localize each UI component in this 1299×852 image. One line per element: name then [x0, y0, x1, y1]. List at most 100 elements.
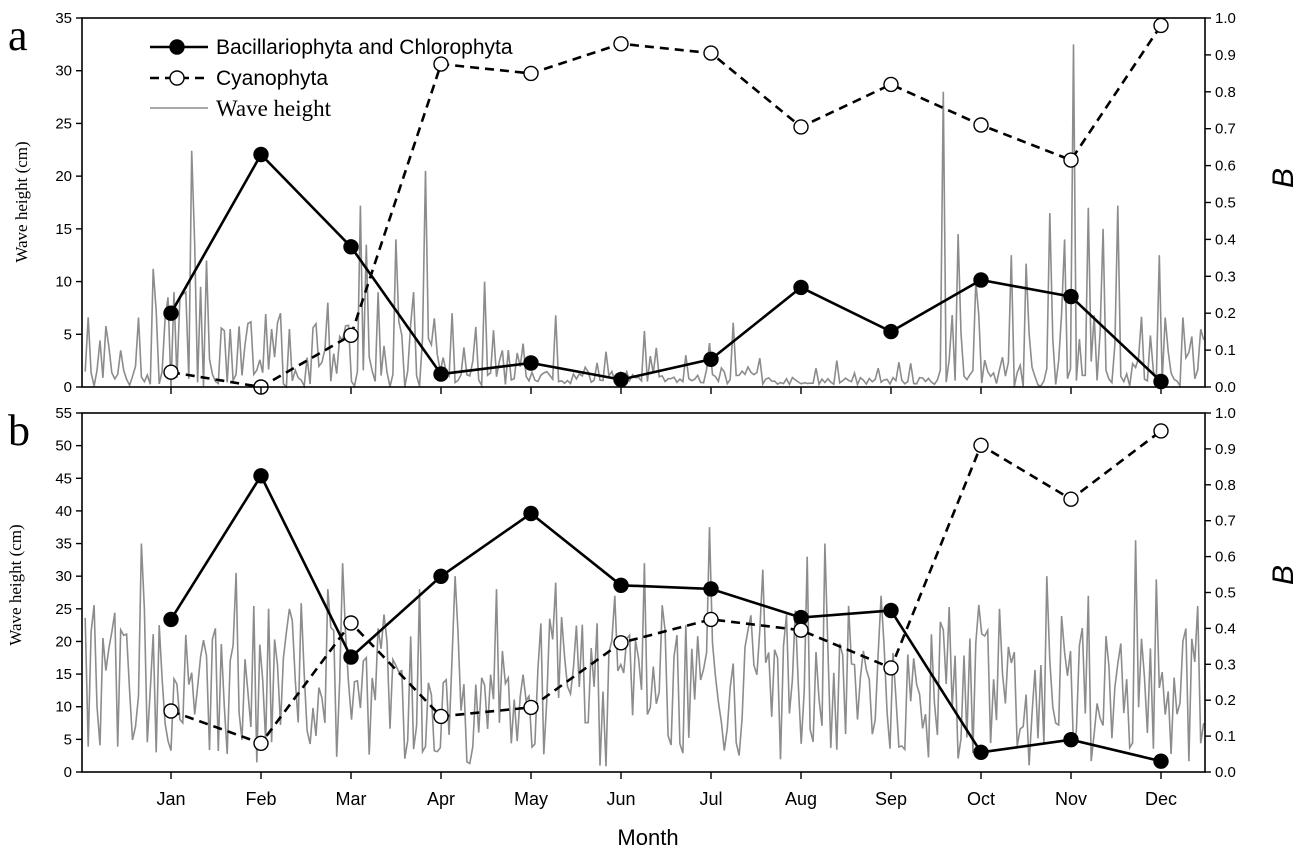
panel-b-cyanophyta-point-jul: [703, 611, 719, 628]
panel-b-bacillariophyta-point-nov: [1063, 732, 1079, 748]
panel-b-b-series: [163, 423, 1169, 769]
panel-b-letter: b: [8, 406, 30, 455]
panel-b-bacillariophyta-point-apr: [433, 568, 449, 584]
panel-b-y-right-tick-label: 0.8: [1215, 477, 1236, 494]
panel-b-y-left-tick-label: 15: [55, 666, 72, 683]
panel-a-y-left-tick-label: 35: [55, 10, 72, 27]
panel-a-y-right-tick-label: 0.7: [1215, 121, 1236, 138]
panel-b-cyanophyta-point-sep: [883, 660, 899, 676]
panel-a-y-axis-label-right: B: [1267, 168, 1299, 188]
panel-b-y-right-tick-label: 0.6: [1215, 549, 1236, 566]
panel-a-cyanophyta-line: [170, 24, 1163, 389]
x-tick-label-may: May: [514, 789, 548, 809]
panel-b-bacillariophyta-point-jul: [703, 581, 719, 597]
panel-a-y-left-tick-label: 10: [55, 274, 72, 291]
panel-a-bacillariophyta-point-oct: [973, 272, 989, 288]
panel-b-axes: 0 5 10 15 20 25 30 35 40 45 50 55 0.0 0.1 0.2 0.3 0.4 0.5…: [55, 405, 1236, 809]
panel-a-bacillariophyta-point-may: [523, 355, 539, 371]
panel-a-y-right-tick-label: 0.2: [1215, 305, 1236, 322]
panel-b-cyanophyta-point-mar: [343, 615, 359, 631]
panel-a-b-series: [163, 17, 1169, 395]
panel-b-cyanophyta-point-oct: [973, 437, 989, 453]
panel-b-bacillariophyta-point-mar: [343, 649, 359, 665]
panel-b-y-right-tick-label: 0.7: [1215, 513, 1236, 530]
panel-b-bacillariophyta-point-aug: [793, 609, 809, 626]
panel-b-y-left-tick-label: 45: [55, 470, 72, 487]
panel-b-y-left-tick-label: 35: [55, 536, 72, 553]
legend-bacillariophyta-marker: [169, 39, 185, 55]
panel-b-y-right-tick-label: 0.3: [1215, 656, 1236, 673]
legend-bacillariophyta-label: Bacillariophyta and Chlorophyta: [216, 36, 513, 59]
panel-b-y-right-tick-label: 0.0: [1215, 764, 1236, 781]
panel-b-y-right-tick-label: 1.0: [1215, 405, 1236, 422]
panel-a-cyanophyta-point-aug: [793, 119, 809, 135]
panel-b-cyanophyta-point-jun: [613, 635, 629, 651]
panel-b-y-left-tick-label: 5: [64, 731, 72, 748]
panel-b-cyanophyta-point-dec: [1153, 423, 1169, 439]
x-tick-label-jun: Jun: [606, 789, 635, 809]
legend-cyanophyta-label: Cyanophyta: [216, 67, 328, 90]
panel-a-y-right-tick-label: 0.0: [1215, 379, 1236, 396]
panel-a-y-right-tick-label: 0.5: [1215, 195, 1236, 212]
x-tick-label-aug: Aug: [785, 789, 817, 809]
panel-b-y-right-tick-label: 0.9: [1215, 441, 1236, 458]
panel-b-bacillariophyta-point-oct: [973, 744, 989, 760]
x-tick-label-nov: Nov: [1055, 789, 1087, 809]
legend: Bacillariophyta and Chlorophyta Cyanophyt…: [150, 36, 513, 121]
panel-a-y-right-tick-label: 0.8: [1215, 84, 1236, 101]
panel-a-cyanophyta-point-nov: [1063, 152, 1079, 168]
panel-b-y-left-tick-label: 10: [55, 699, 72, 716]
panel-b-y-left-tick-label: 0: [64, 764, 72, 781]
panel-b-y-left-tick-label: 50: [55, 438, 72, 455]
panel-b-y-left-tick-label: 40: [55, 503, 72, 520]
panel-b-y-right-tick-label: 0.4: [1215, 620, 1236, 637]
panel-a-cyanophyta-point-mar: [343, 327, 359, 343]
panel-a-cyanophyta-point-jul: [703, 45, 719, 61]
panel-a-bacillariophyta-point-jul: [703, 351, 719, 367]
panel-a-wave-height-series: [84, 44, 1205, 389]
panel-b-y-right-tick-label: 0.1: [1215, 728, 1236, 745]
panel-a-y-left-tick-label: 30: [55, 63, 72, 80]
panel-b-bacillariophyta-point-dec: [1153, 753, 1169, 769]
x-axis-label: Month: [617, 825, 678, 850]
panel-a-bacillariophyta-point-jan: [163, 305, 179, 321]
panel-a-cyanophyta-point-jan: [163, 364, 179, 380]
panel-a-y-right-tick-label: 0.1: [1215, 342, 1236, 359]
panel-b-y-axis-label-left: Wave height (cm): [6, 524, 25, 645]
x-tick-label-dec: Dec: [1145, 789, 1177, 809]
x-tick-label-jan: Jan: [156, 789, 185, 809]
panel-b-y-axis-label-right: B: [1267, 565, 1299, 585]
panel-b-y-right-tick-label: 0.2: [1215, 692, 1236, 709]
panel-b-y-right-tick-label: 0.5: [1215, 585, 1236, 602]
panel-a-cyanophyta-point-jun: [613, 36, 629, 52]
panel-b-cyanophyta-point-apr: [433, 708, 449, 725]
panel-a-bacillariophyta-point-nov: [1063, 288, 1079, 305]
panel-a-wave-height-line: [84, 44, 1205, 389]
panel-a-cyanophyta-point-oct: [973, 117, 989, 133]
panel-a-cyanophyta-point-dec: [1153, 17, 1169, 34]
panel-b-cyanophyta-point-feb: [253, 735, 269, 751]
panel-b-y-left-tick-label: 30: [55, 568, 72, 585]
panel-b-bacillariophyta-point-sep: [883, 602, 899, 619]
x-tick-label-oct: Oct: [967, 789, 995, 809]
panel-b-bacillariophyta-point-jan: [163, 611, 179, 628]
panel-b-cyanophyta-line: [170, 429, 1162, 745]
legend-wave-height-label: Wave height: [216, 96, 332, 121]
panel-b-y-left-tick-label: 20: [55, 633, 72, 650]
panel-b: b 05101520253035404550550.00.10.20.30.40…: [6, 405, 1299, 850]
panel-b-cyanophyta-point-aug: [793, 622, 809, 638]
panel-b-bacillariophyta-point-jun: [613, 577, 629, 593]
x-tick-label-feb: Feb: [245, 789, 276, 809]
panel-a-letter: a: [8, 11, 28, 60]
panel-a-y-right-tick-label: 0.9: [1215, 47, 1236, 64]
panel-b-wave-height-series: [84, 527, 1205, 767]
panel-b-bacillariophyta-point-feb: [253, 468, 269, 484]
panel-a-y-right-tick-label: 1.0: [1215, 10, 1236, 27]
panel-a-bacillariophyta-point-sep: [883, 323, 899, 340]
panel-a-bacillariophyta-point-aug: [793, 279, 809, 296]
x-tick-label-mar: Mar: [336, 789, 367, 809]
panel-a-cyanophyta-point-sep: [883, 76, 899, 93]
panel-a-bacillariophyta-line: [169, 152, 1162, 383]
panel-a: a 0 5 10 15 20 25 30 35 0.0 0.1 0.2 0.3 0.4 0.5 0.6 0.7…: [8, 10, 1299, 396]
